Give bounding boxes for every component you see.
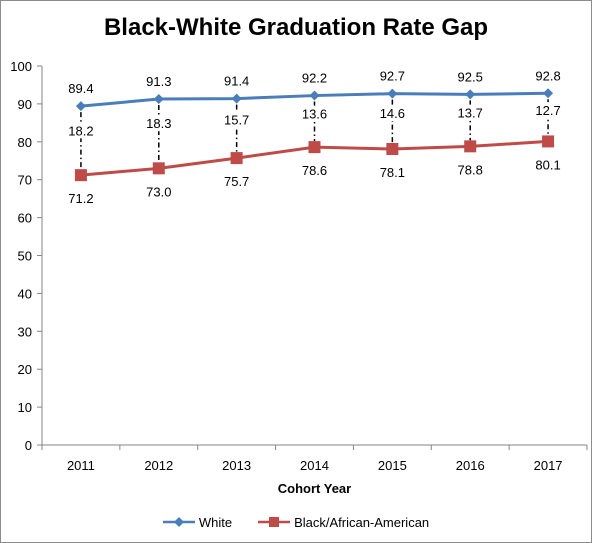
data-point-white [543,88,554,99]
data-point-white [387,88,398,99]
gap-label: 18.2 [68,123,93,138]
gap-label-bg [453,104,488,121]
y-tick-label: 0 [25,438,32,453]
data-point-black [464,140,477,153]
data-point-black [308,141,321,154]
data-label-black: 71.2 [68,191,93,206]
data-point-white [465,89,476,100]
data-point-white [309,90,320,101]
data-label-white: 91.3 [146,74,171,89]
x-tick-label: 2012 [144,458,173,473]
legend-key-black [258,517,291,527]
data-point-black [152,162,165,175]
chart-title: Black-White Graduation Rate Gap [103,14,489,41]
y-tick-label: 50 [18,249,32,264]
gap-label-bg [141,115,176,132]
data-label-white: 92.8 [535,68,560,83]
legend-entry-black: Black/African-American [258,515,429,530]
data-label-black: 78.1 [380,165,405,180]
x-tick-label: 2016 [456,458,485,473]
gap-label-bg [531,102,566,119]
gap-label-bg [63,122,98,139]
y-tick-label: 10 [18,400,32,415]
gap-label: 13.6 [302,107,327,122]
gap-label-bg [375,105,410,122]
data-point-black [230,152,243,165]
y-tick-label: 80 [18,135,32,150]
legend-label-black: Black/African-American [294,514,430,530]
y-tick-label: 40 [18,286,32,301]
y-tick-label: 60 [18,211,32,226]
x-tick-label: 2011 [67,458,95,473]
data-point-black [74,169,87,182]
legend-key-white [162,517,195,527]
gap-label-bg [219,111,254,128]
legend: White Black/African-American [0,512,592,532]
data-label-white: 91.4 [224,74,249,89]
data-label-black: 78.6 [302,163,327,178]
x-axis-title: Cohort Year [277,481,352,496]
data-point-black [386,143,399,156]
data-point-white [231,93,242,104]
data-label-black: 80.1 [535,157,560,172]
x-tick-label: 2014 [300,458,329,473]
gap-label: 13.7 [458,106,483,121]
gap-label: 15.7 [224,112,249,127]
data-label-black: 78.8 [458,162,483,177]
y-tick-label: 20 [18,362,32,377]
x-tick-label: 2013 [222,458,251,473]
y-tick-label: 100 [10,59,32,74]
y-tick-label: 30 [18,324,32,339]
data-label-white: 89.4 [68,81,93,96]
legend-label-white: White [198,514,233,530]
data-label-white: 92.5 [458,69,483,84]
data-label-black: 75.7 [224,174,249,189]
y-tick-label: 70 [18,173,32,188]
legend-entry-white: White [162,514,233,530]
gap-label: 18.3 [146,116,171,131]
data-label-white: 92.7 [380,69,405,84]
gap-label-bg [297,105,332,122]
data-point-black [542,135,555,148]
gap-label: 12.7 [535,103,560,118]
data-point-white [153,93,164,104]
data-point-white [75,101,86,112]
x-tick-label: 2015 [378,458,407,473]
gap-label: 14.6 [380,106,405,121]
data-label-black: 73.0 [146,184,171,199]
x-tick-label: 2017 [534,458,563,473]
y-tick-label: 90 [18,97,32,112]
data-label-white: 92.2 [302,71,327,86]
